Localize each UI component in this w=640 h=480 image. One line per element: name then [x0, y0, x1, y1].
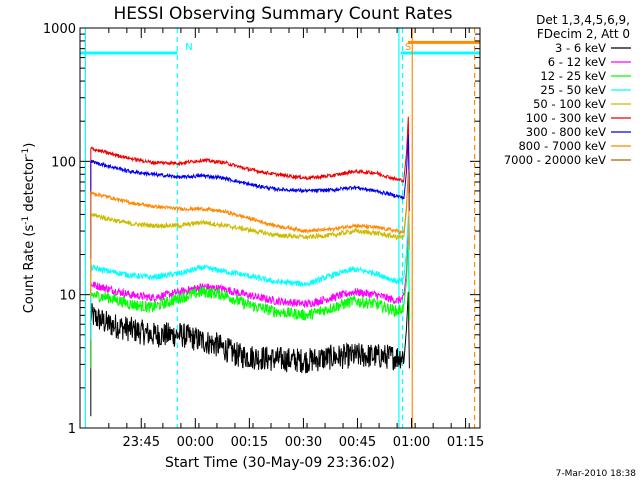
y-axis-ticks: 1 10 100 1000	[43, 22, 480, 437]
series-line	[90, 134, 410, 212]
x-tick-label: 00:45	[339, 435, 376, 450]
chart-title: HESSI Observing Summary Count Rates	[113, 4, 452, 24]
x-tick-label: 00:00	[177, 435, 214, 450]
legend-header-line-1: Det 1,3,4,5,6,9,	[536, 13, 630, 27]
y-tick-label: 10	[59, 289, 76, 304]
y-tick-label: 1000	[43, 22, 76, 37]
series-line	[90, 215, 410, 293]
series-line	[90, 291, 410, 374]
legend-item-label: 100 - 300 keV	[526, 111, 606, 125]
x-tick-label: 00:15	[231, 435, 268, 450]
series-line	[90, 116, 410, 194]
event-marker-label: S	[405, 42, 411, 53]
legend-item-label: 3 - 6 keV	[555, 41, 606, 55]
legend-item-label: 6 - 12 keV	[548, 55, 606, 69]
legend-item-label: 25 - 50 keV	[540, 83, 606, 97]
attenuator-bars	[80, 40, 480, 55]
legend-item-label: 300 - 800 keV	[526, 125, 606, 139]
y-tick-label: 100	[51, 155, 76, 170]
x-axis-label: Start Time (30-May-09 23:36:02)	[165, 455, 395, 471]
series-line	[90, 243, 410, 321]
legend-item-label: 7000 - 20000 keV	[504, 153, 606, 167]
series-line	[90, 169, 410, 246]
y-tick-label: 1	[68, 422, 76, 437]
legend-item-label: 800 - 7000 keV	[518, 139, 606, 153]
event-marker-label: N	[185, 42, 192, 53]
series-line	[90, 173, 410, 251]
event-vertical-lines	[84, 28, 476, 428]
legend-header-line-2: FDecim 2, Att 0	[537, 27, 630, 41]
y-axis-label-sup2: -1	[21, 148, 31, 157]
footer-date: 7-Mar-2010 18:38	[556, 469, 637, 479]
y-axis-label-mid: detector	[22, 156, 37, 216]
x-tick-label: 01:00	[393, 435, 430, 450]
series-lines	[90, 116, 410, 417]
y-axis-label-main: Count Rate (s	[22, 225, 37, 314]
x-tick-label: 00:30	[285, 435, 322, 450]
y-axis-label-end: )	[22, 143, 37, 148]
legend-item-label: 12 - 25 keV	[540, 69, 606, 83]
y-axis-label-sup1: -1	[21, 216, 31, 225]
x-tick-label: 23:45	[123, 435, 160, 450]
x-axis-ticks: 23:45 00:00 00:15 00:30 00:45 01:00 01:15	[108, 28, 484, 450]
y-axis-label: Count Rate (s-1 detector-1)	[21, 143, 37, 314]
legend: Det 1,3,4,5,6,9, FDecim 2, Att 0 3 - 6 k…	[504, 13, 631, 167]
legend-item-label: 50 - 100 keV	[533, 97, 606, 111]
x-tick-label: 01:15	[447, 435, 484, 450]
series-line	[90, 233, 410, 311]
plot-frame	[79, 27, 481, 429]
